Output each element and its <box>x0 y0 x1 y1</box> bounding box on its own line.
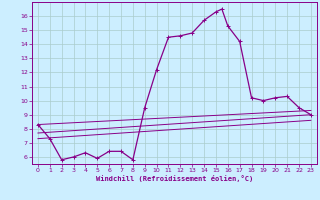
X-axis label: Windchill (Refroidissement éolien,°C): Windchill (Refroidissement éolien,°C) <box>96 175 253 182</box>
